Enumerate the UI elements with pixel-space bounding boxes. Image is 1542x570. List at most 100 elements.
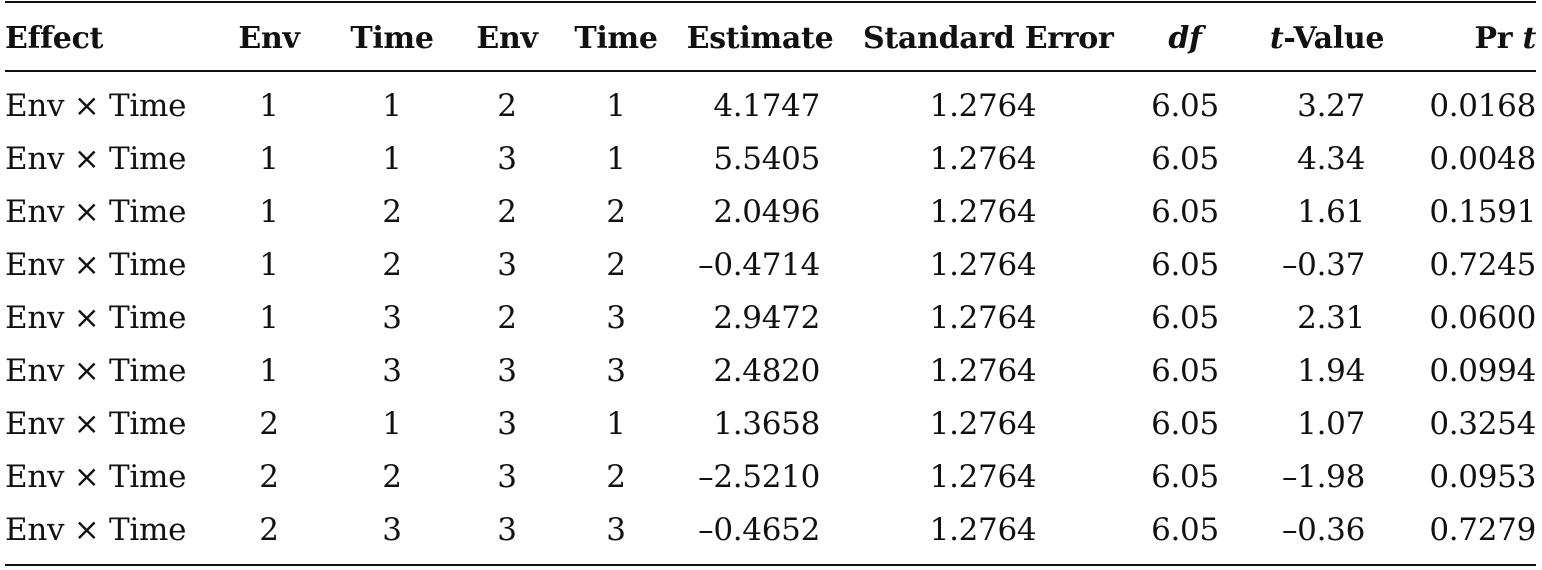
cell-pr-t: 0.0994 <box>1429 353 1536 389</box>
cell-env-1: 1 <box>259 247 279 283</box>
header-estimate: Estimate <box>686 21 834 56</box>
cell-t-value: 1.07 <box>1297 406 1365 442</box>
cell-pr-t: 0.0168 <box>1429 88 1536 124</box>
cell-pr-t: 0.3254 <box>1429 406 1536 442</box>
header-time-1: Time <box>350 21 434 56</box>
cell-time-1: 1 <box>382 141 402 177</box>
header-env-2: Env <box>476 21 538 56</box>
cell-t-value: 2.31 <box>1297 300 1365 336</box>
header-effect: Effect <box>5 21 104 56</box>
cell-env-2: 3 <box>497 247 517 283</box>
table-top-rule <box>5 1 1536 3</box>
cell-env-2: 2 <box>497 300 517 336</box>
cell-estimate: –0.4714 <box>698 247 820 283</box>
cell-pr-t: 0.7279 <box>1429 512 1536 548</box>
cell-estimate: –0.4652 <box>698 512 820 548</box>
cell-effect: Env × Time <box>5 512 187 548</box>
cell-standard-error: 1.2764 <box>929 88 1037 124</box>
table-row: Env × Time 1 2 3 2 –0.4714 1.2764 6.05 –0.37 0.72… <box>5 239 1536 292</box>
cell-t-value: 1.61 <box>1297 194 1365 230</box>
cell-time-2: 1 <box>606 141 626 177</box>
cell-df: 6.05 <box>1151 194 1219 230</box>
cell-env-2: 3 <box>497 459 517 495</box>
cell-env-2: 2 <box>497 88 517 124</box>
cell-time-1: 3 <box>382 512 402 548</box>
cell-pr-t: 0.0953 <box>1429 459 1536 495</box>
cell-effect: Env × Time <box>5 300 187 336</box>
cell-df: 6.05 <box>1151 353 1219 389</box>
table-row: Env × Time 2 2 3 2 –2.5210 1.2764 6.05 –1.98 0.09… <box>5 451 1536 504</box>
header-pr-prefix: Pr <box>1474 21 1523 56</box>
cell-env-2: 2 <box>497 194 517 230</box>
table-row: Env × Time 1 3 3 3 2.4820 1.2764 6.05 1.94 0.0994 <box>5 345 1536 398</box>
cell-time-2: 2 <box>606 247 626 283</box>
cell-env-1: 1 <box>259 300 279 336</box>
header-t-value-prefix: t <box>1269 21 1284 56</box>
cell-time-2: 3 <box>606 353 626 389</box>
cell-time-1: 2 <box>382 194 402 230</box>
results-table: Effect Env Time Env Time Estimate Standa… <box>5 0 1536 570</box>
header-t-value-suffix: -Value <box>1283 21 1385 56</box>
cell-time-1: 2 <box>382 247 402 283</box>
cell-env-2: 3 <box>497 512 517 548</box>
cell-df: 6.05 <box>1151 300 1219 336</box>
table-row: Env × Time 1 2 2 2 2.0496 1.2764 6.05 1.61 0.1591 <box>5 186 1536 239</box>
cell-time-1: 2 <box>382 459 402 495</box>
cell-standard-error: 1.2764 <box>929 247 1037 283</box>
cell-time-1: 1 <box>382 88 402 124</box>
cell-t-value: 3.27 <box>1297 88 1365 124</box>
table-row: Env × Time 1 1 3 1 5.5405 1.2764 6.05 4.34 0.0048 <box>5 133 1536 186</box>
cell-pr-t: 0.1591 <box>1429 194 1536 230</box>
table-header-row: Effect Env Time Env Time Estimate Standa… <box>5 12 1536 65</box>
cell-effect: Env × Time <box>5 247 187 283</box>
cell-df: 6.05 <box>1151 88 1219 124</box>
cell-t-value: –0.37 <box>1281 247 1365 283</box>
cell-standard-error: 1.2764 <box>929 512 1037 548</box>
cell-time-2: 1 <box>606 406 626 442</box>
cell-estimate: 1.3658 <box>713 406 820 442</box>
cell-env-1: 2 <box>259 459 279 495</box>
cell-pr-t: 0.7245 <box>1429 247 1536 283</box>
cell-env-2: 3 <box>497 353 517 389</box>
cell-env-1: 1 <box>259 141 279 177</box>
cell-t-value: 4.34 <box>1297 141 1365 177</box>
header-standard-error: Standard Error <box>863 21 1114 56</box>
cell-pr-t: 0.0600 <box>1429 300 1536 336</box>
cell-df: 6.05 <box>1151 141 1219 177</box>
header-df: df <box>1168 21 1202 56</box>
cell-t-value: –0.36 <box>1281 512 1365 548</box>
table-row: Env × Time 2 1 3 1 1.3658 1.2764 6.05 1.07 0.3254 <box>5 398 1536 451</box>
cell-effect: Env × Time <box>5 88 187 124</box>
cell-effect: Env × Time <box>5 353 187 389</box>
cell-standard-error: 1.2764 <box>929 300 1037 336</box>
cell-standard-error: 1.2764 <box>929 194 1037 230</box>
cell-env-1: 1 <box>259 353 279 389</box>
cell-t-value: 1.94 <box>1297 353 1365 389</box>
cell-estimate: 2.4820 <box>713 353 820 389</box>
cell-estimate: 4.1747 <box>713 88 820 124</box>
cell-effect: Env × Time <box>5 141 187 177</box>
cell-time-1: 3 <box>382 300 402 336</box>
cell-df: 6.05 <box>1151 406 1219 442</box>
header-time-2: Time <box>574 21 658 56</box>
cell-env-1: 2 <box>259 512 279 548</box>
cell-env-1: 1 <box>259 194 279 230</box>
cell-effect: Env × Time <box>5 194 187 230</box>
cell-time-1: 1 <box>382 406 402 442</box>
cell-env-1: 1 <box>259 88 279 124</box>
table-row: Env × Time 1 1 2 1 4.1747 1.2764 6.05 3.27 0.0168 <box>5 80 1536 133</box>
cell-pr-t: 0.0048 <box>1429 141 1536 177</box>
cell-estimate: 5.5405 <box>713 141 820 177</box>
cell-estimate: –2.5210 <box>698 459 820 495</box>
cell-standard-error: 1.2764 <box>929 406 1037 442</box>
cell-env-1: 2 <box>259 406 279 442</box>
header-pr-t: Pr t <box>1445 12 1537 65</box>
cell-estimate: 2.9472 <box>713 300 820 336</box>
cell-effect: Env × Time <box>5 459 187 495</box>
cell-time-2: 2 <box>606 459 626 495</box>
cell-standard-error: 1.2764 <box>929 141 1037 177</box>
cell-time-2: 2 <box>606 194 626 230</box>
cell-df: 6.05 <box>1151 247 1219 283</box>
cell-effect: Env × Time <box>5 406 187 442</box>
cell-env-2: 3 <box>497 406 517 442</box>
